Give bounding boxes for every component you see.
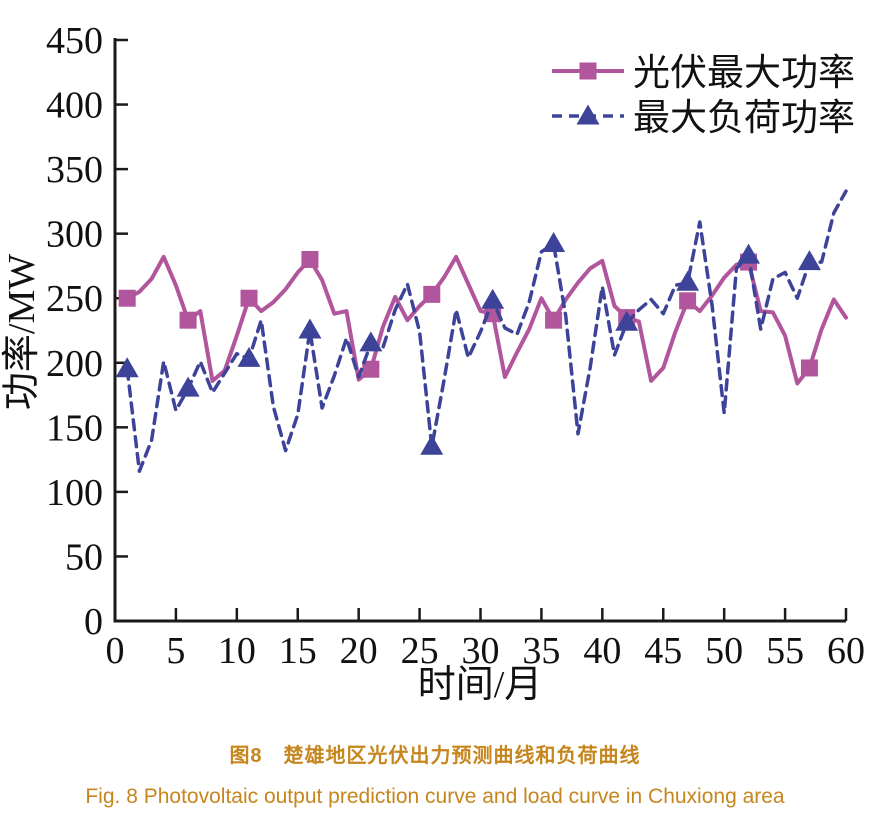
caption-english: Fig. 8 Photovoltaic output prediction cu… <box>85 785 785 808</box>
load-triangle-marker <box>237 346 261 367</box>
x-tick-label: 40 <box>583 630 621 672</box>
caption-chinese: 图8 楚雄地区光伏出力预测曲线和负荷曲线 <box>229 745 641 767</box>
load-triangle-marker <box>481 288 505 309</box>
x-tick-label: 60 <box>827 630 865 672</box>
x-tick-label: 45 <box>644 630 682 672</box>
x-tick-label: 10 <box>218 630 256 672</box>
pv-square-marker <box>423 285 441 303</box>
y-tick-label: 250 <box>46 278 103 320</box>
x-tick-label: 20 <box>340 630 378 672</box>
legend: 光伏最大功率 最大负荷功率 <box>552 52 855 139</box>
x-tick-label: 15 <box>279 630 317 672</box>
series-layer <box>115 189 848 473</box>
y-axis-title: 功率/MW <box>1 254 43 410</box>
load-triangle-marker <box>737 243 761 264</box>
pv-square-marker <box>800 359 818 377</box>
pv-square-marker <box>679 292 697 310</box>
pv-square-marker <box>179 311 197 329</box>
line-chart: 0 5 10 15 20 25 30 35 40 45 50 55 600501001502002503… <box>1 20 865 706</box>
y-tick-label: 350 <box>46 149 103 191</box>
pv-square-marker <box>362 360 380 378</box>
x-axis-title: 时间/月 <box>418 664 543 706</box>
legend-square-marker-icon <box>579 62 597 80</box>
x-tick-label: 35 <box>522 630 560 672</box>
legend-triangle-marker-icon <box>576 104 600 125</box>
pv-square-marker <box>240 289 258 307</box>
x-tick-label: 5 <box>166 630 185 672</box>
load-triangle-marker <box>298 318 322 339</box>
y-tick-label: 200 <box>46 343 103 385</box>
y-tick-label: 150 <box>46 407 103 449</box>
legend-label-load: 最大负荷功率 <box>633 97 855 139</box>
axes-layer: 0 5 10 15 20 25 30 35 40 45 50 55 600501001502002503… <box>46 20 865 672</box>
x-tick-label: 0 <box>106 630 125 672</box>
x-tick-label: 30 <box>462 630 500 672</box>
load-triangle-marker <box>420 434 444 455</box>
x-tick-label: 50 <box>705 630 743 672</box>
y-tick-label: 450 <box>46 20 103 62</box>
y-tick-label: 100 <box>46 472 103 514</box>
pv-square-marker <box>301 250 319 268</box>
pv-square-marker <box>545 311 563 329</box>
y-tick-label: 400 <box>46 85 103 127</box>
y-tick-label: 50 <box>65 536 103 578</box>
series-line-load <box>125 189 848 473</box>
y-tick-label: 300 <box>46 214 103 256</box>
load-triangle-marker <box>615 310 639 331</box>
pv-square-marker <box>118 289 136 307</box>
legend-item-load: 最大负荷功率 <box>552 97 855 139</box>
load-triangle-marker <box>359 331 383 352</box>
load-triangle-marker <box>176 376 200 397</box>
load-triangle-marker <box>676 270 700 291</box>
legend-item-pv: 光伏最大功率 <box>552 52 855 94</box>
y-tick-label: 0 <box>84 601 103 643</box>
load-triangle-marker <box>115 357 139 378</box>
x-tick-label: 55 <box>766 630 804 672</box>
load-triangle-marker <box>797 250 821 271</box>
legend-label-pv: 光伏最大功率 <box>633 52 855 94</box>
x-tick-label: 25 <box>401 630 439 672</box>
load-triangle-marker <box>542 231 566 252</box>
